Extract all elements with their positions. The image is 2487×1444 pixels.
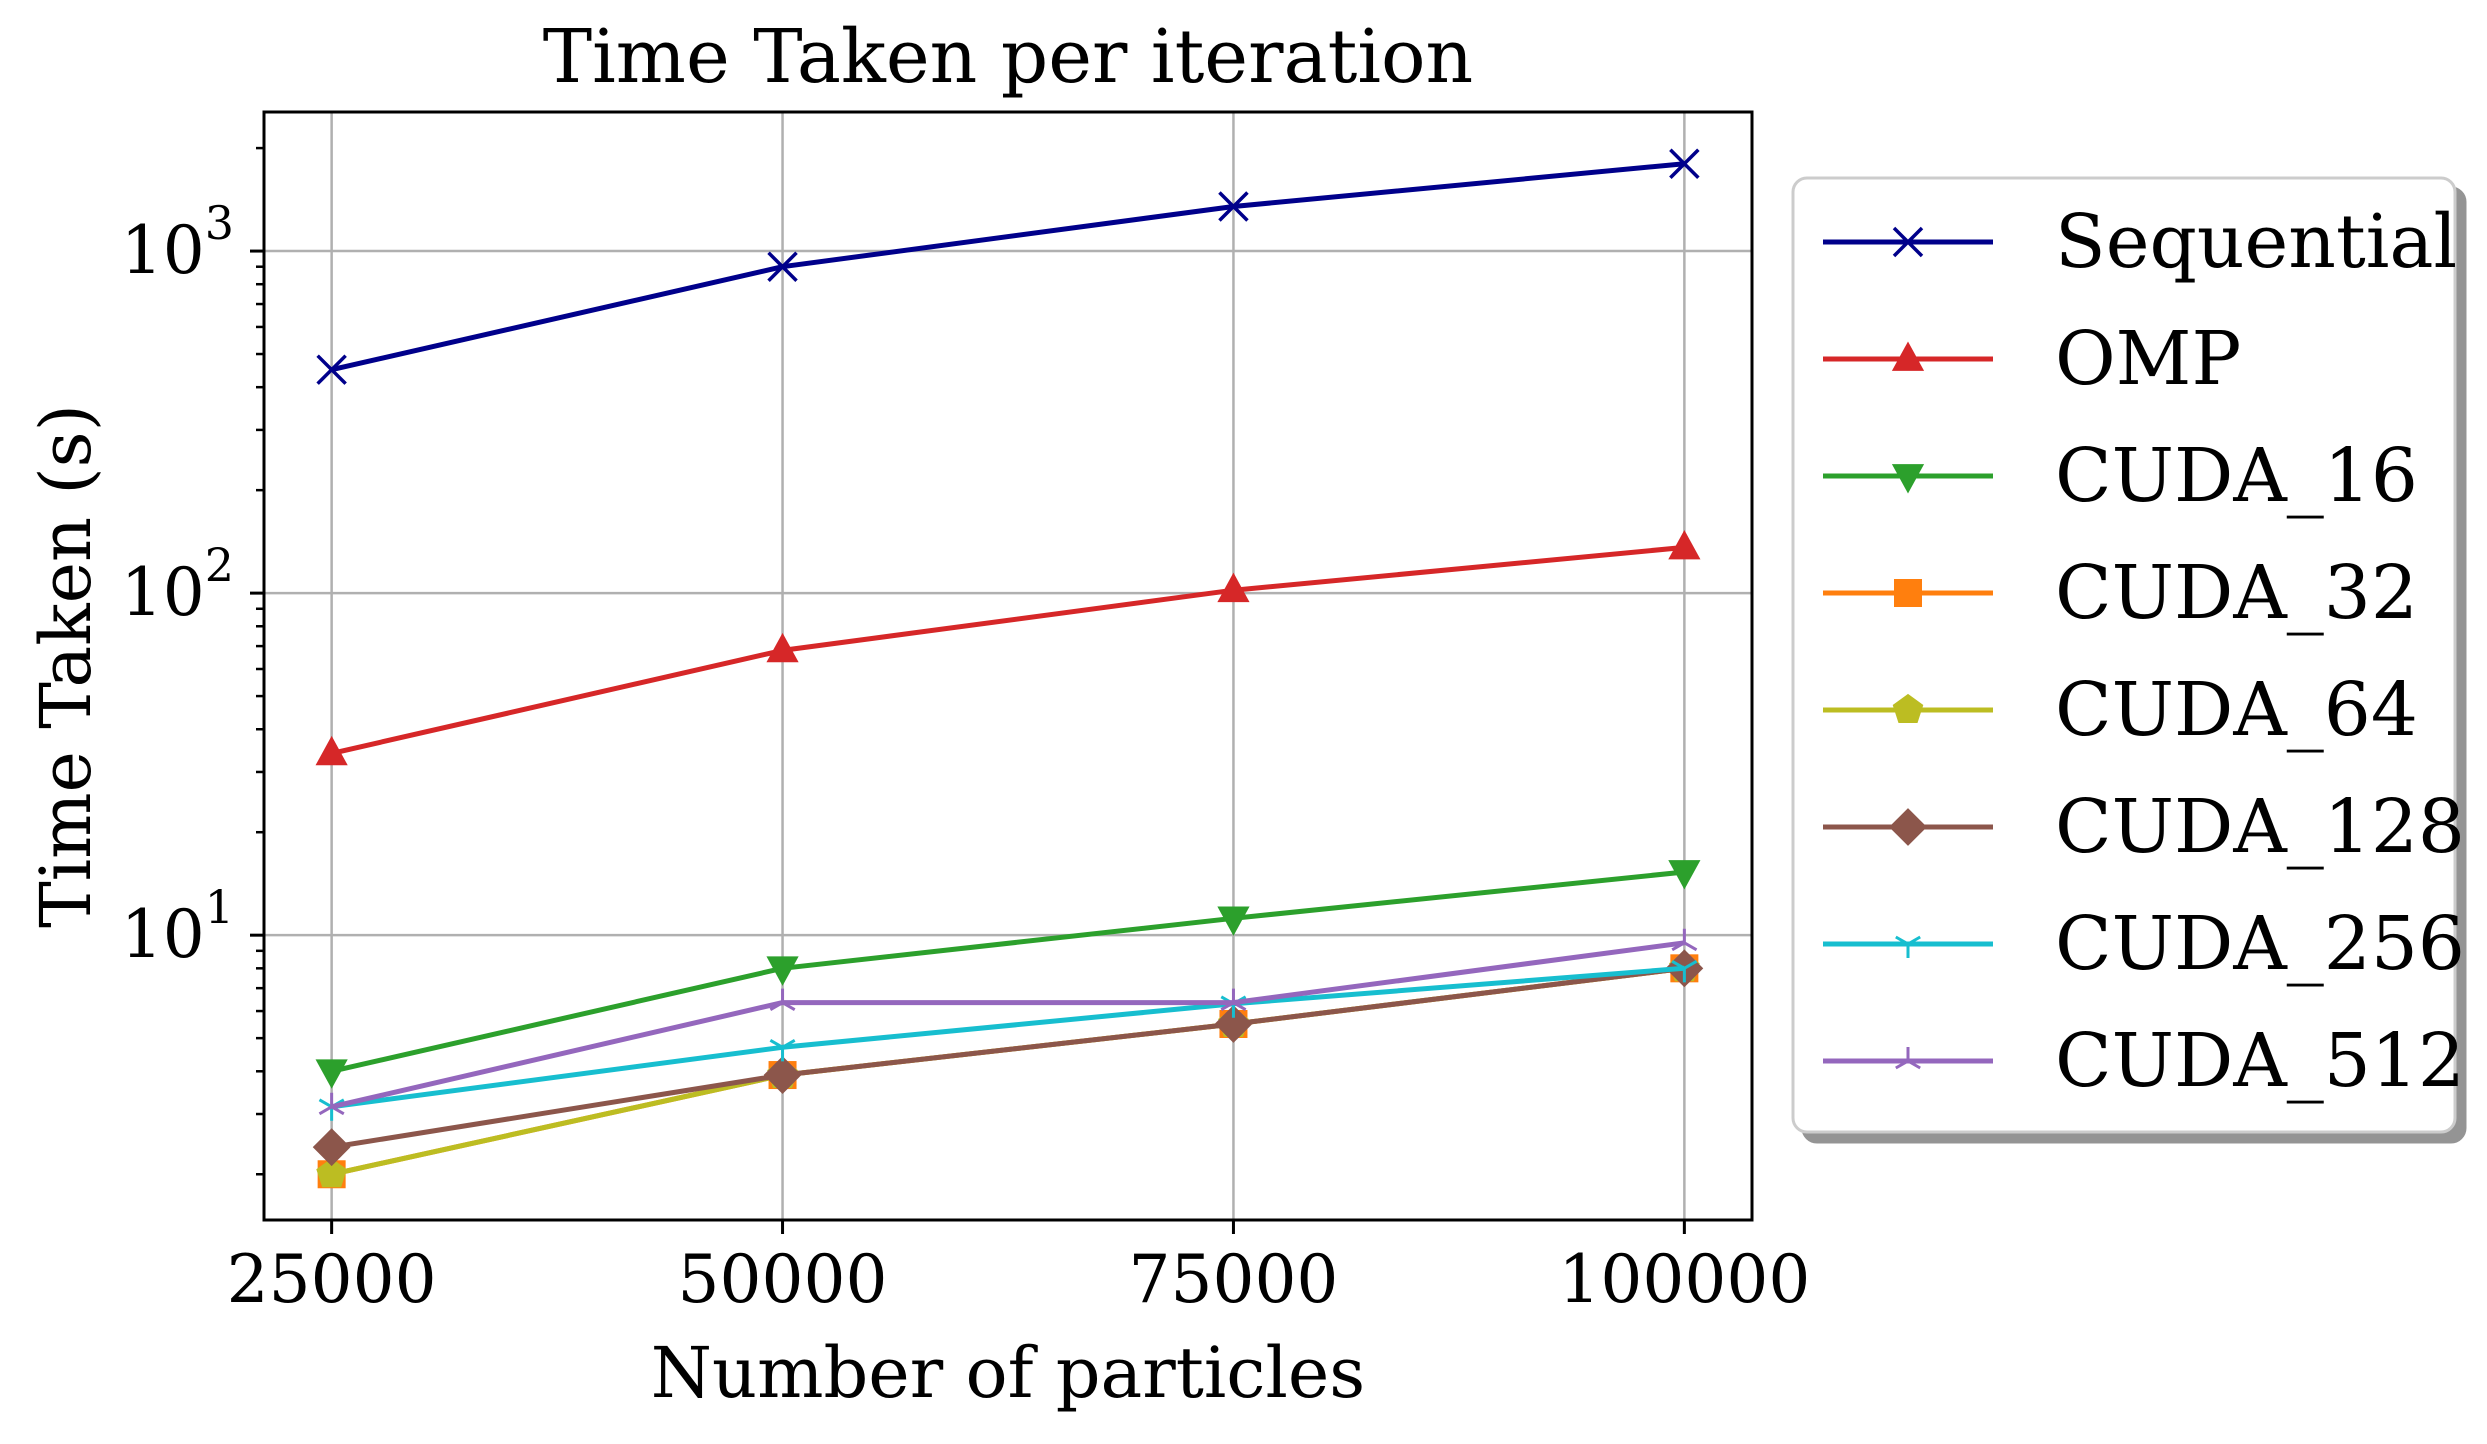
y-axis-label: Time Taken (s) bbox=[25, 404, 107, 928]
series-line bbox=[331, 544, 1685, 756]
data-point bbox=[1895, 1047, 1921, 1070]
series-cuda-64 bbox=[316, 952, 1700, 1188]
legend: Sequential OMP CUDA_16 CUDA_32 CUDA_64 CUDA_1… bbox=[1791, 176, 2465, 1134]
grid bbox=[264, 112, 1752, 1220]
data-point bbox=[1894, 579, 1922, 607]
legend-label: Sequential bbox=[2055, 199, 2457, 285]
data-point bbox=[769, 988, 796, 1011]
data-point bbox=[316, 1158, 347, 1188]
series-layer bbox=[312, 148, 1704, 1189]
data-point bbox=[766, 632, 799, 663]
data-point bbox=[1891, 341, 1925, 371]
x-tick-label: 50000 bbox=[678, 1241, 888, 1318]
y-tick-label: 101 bbox=[121, 880, 234, 973]
x-tick-label: 25000 bbox=[227, 1241, 437, 1318]
series-line bbox=[331, 965, 1685, 1177]
data-point bbox=[1220, 988, 1247, 1011]
legend-label: CUDA_128 bbox=[2055, 784, 2465, 870]
series-cuda-32 bbox=[317, 954, 1699, 1189]
x-axis-label: Number of particles bbox=[651, 1332, 1365, 1414]
legend-box bbox=[1791, 176, 2457, 1134]
legend-label: OMP bbox=[2055, 316, 2241, 402]
data-point bbox=[1671, 928, 1698, 952]
legend-item: Sequential bbox=[1823, 199, 2457, 285]
data-point bbox=[767, 251, 798, 282]
data-point bbox=[1214, 1005, 1253, 1043]
y-tick-label: 102 bbox=[121, 538, 234, 631]
series-line bbox=[331, 869, 1685, 1074]
x-tick-label: 100000 bbox=[1558, 1241, 1810, 1318]
data-point bbox=[1892, 226, 1924, 258]
data-point bbox=[318, 1092, 345, 1116]
series-cuda-16 bbox=[315, 860, 1701, 1089]
legend-label: CUDA_16 bbox=[2055, 433, 2418, 519]
data-point bbox=[763, 1056, 802, 1094]
data-point bbox=[1671, 960, 1698, 983]
series-line bbox=[331, 965, 1685, 1177]
legend-item: OMP bbox=[1823, 316, 2241, 402]
data-point bbox=[1895, 935, 1921, 958]
legend-item: CUDA_16 bbox=[1823, 433, 2418, 519]
data-point bbox=[1892, 693, 1924, 723]
data-point bbox=[1217, 906, 1250, 936]
legend-item: CUDA_256 bbox=[1823, 901, 2465, 987]
data-point bbox=[766, 956, 799, 986]
legend-item: CUDA_512 bbox=[1823, 1018, 2465, 1104]
series-cuda-256 bbox=[318, 960, 1698, 1121]
legend-label: CUDA_32 bbox=[2055, 550, 2418, 636]
legend-item: CUDA_128 bbox=[1823, 784, 2465, 870]
data-point bbox=[1668, 529, 1701, 560]
data-point bbox=[315, 735, 348, 766]
series-omp bbox=[315, 529, 1701, 766]
legend-label: CUDA_512 bbox=[2055, 1018, 2465, 1104]
data-point bbox=[1218, 191, 1249, 222]
chart-title: Time Taken per iteration bbox=[543, 14, 1473, 100]
legend-label: CUDA_256 bbox=[2055, 901, 2465, 987]
data-point bbox=[1669, 148, 1700, 179]
data-point bbox=[1668, 860, 1701, 890]
data-point bbox=[312, 1128, 351, 1167]
data-point bbox=[316, 354, 347, 385]
y-tick-label: 103 bbox=[121, 196, 234, 289]
data-point bbox=[1889, 808, 1927, 846]
plot-frame bbox=[262, 110, 1754, 1222]
series-line bbox=[331, 161, 1685, 373]
data-point bbox=[1217, 572, 1250, 603]
series-cuda-512 bbox=[318, 928, 1698, 1116]
series-line bbox=[331, 965, 1685, 1110]
data-point bbox=[769, 1039, 796, 1062]
data-point bbox=[315, 1059, 348, 1089]
legend-label: CUDA_64 bbox=[2055, 667, 2418, 753]
legend-item: CUDA_64 bbox=[1823, 667, 2418, 753]
legend-item: CUDA_32 bbox=[1823, 550, 2418, 636]
series-line bbox=[331, 965, 1685, 1150]
series-line bbox=[331, 940, 1685, 1110]
series-sequential bbox=[316, 148, 1700, 385]
x-tick-label: 75000 bbox=[1128, 1241, 1338, 1318]
ticks: 25000 50000 75000 100000 101 102 103 bbox=[121, 146, 1810, 1318]
data-point bbox=[1891, 464, 1925, 494]
